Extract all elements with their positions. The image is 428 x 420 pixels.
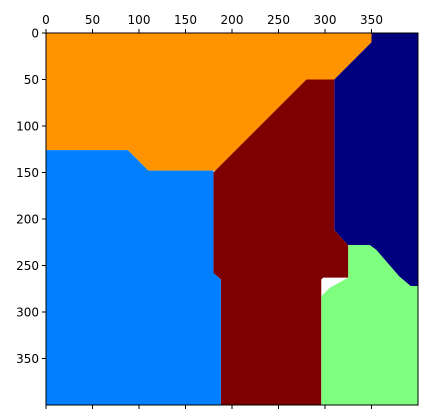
x-tick-label: 0 (42, 13, 50, 27)
x-tick-label: 350 (360, 13, 383, 27)
heatmap-regions (46, 33, 418, 405)
y-axis: 0 50 100 150 200 250 300 350 (16, 27, 46, 366)
darkred-region (213, 79, 349, 405)
orange-region (46, 33, 372, 171)
y-tick-label: 150 (16, 166, 39, 180)
y-tick-label: 300 (16, 306, 39, 320)
x-tick-label: 200 (221, 13, 244, 27)
x-tick-label: 250 (267, 13, 290, 27)
x-axis: 0 50 100 150 200 250 300 350 (42, 13, 383, 409)
x-tick-label: 50 (85, 13, 100, 27)
y-tick-label: 200 (16, 213, 39, 227)
y-tick-label: 350 (16, 352, 39, 366)
y-tick-label: 250 (16, 259, 39, 273)
lightgreen-region (321, 245, 418, 405)
navy-region (334, 33, 418, 286)
y-tick-label: 50 (24, 73, 39, 87)
y-tick-label: 0 (31, 27, 39, 41)
x-tick-label: 150 (174, 13, 197, 27)
x-tick-label: 300 (314, 13, 337, 27)
x-tick-label: 100 (128, 13, 151, 27)
blue-region (46, 150, 221, 405)
y-tick-label: 100 (16, 120, 39, 134)
